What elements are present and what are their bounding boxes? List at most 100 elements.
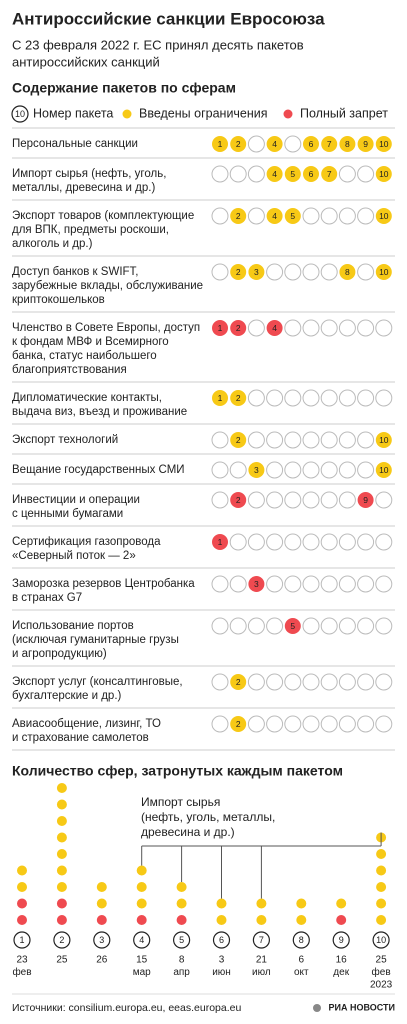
cell-number: 5: [290, 621, 295, 631]
restricted-dot: [56, 882, 67, 892]
empty-cell: [302, 673, 320, 691]
package-date: 21: [256, 955, 268, 966]
package-date: июн: [212, 967, 231, 978]
empty-cell: [266, 461, 284, 479]
package-date: 2023: [370, 980, 393, 991]
row-label: зарубежные вклады, обслуживание: [12, 280, 203, 292]
cell-number: 2: [236, 435, 241, 445]
empty-cell: [284, 263, 302, 281]
restricted-cell: [375, 432, 392, 448]
legend-banned-dot: [283, 109, 293, 119]
restricted-dot: [256, 898, 267, 909]
cell-number: 4: [272, 139, 277, 149]
restricted-cell: [321, 166, 338, 182]
banned-dot: [56, 915, 67, 925]
cell-number: 2: [236, 393, 241, 403]
annotation: древесина и др.): [141, 825, 235, 839]
banned-dot: [17, 915, 27, 925]
package-date: мар: [133, 967, 151, 978]
restricted-cell: [230, 264, 247, 280]
restricted-cell: [212, 136, 228, 152]
empty-cell: [302, 461, 320, 479]
restricted-cell: [230, 674, 247, 690]
source: Источники: consilium.europa.eu, eeas.eur…: [12, 1002, 241, 1014]
row-label: для ВПК, предметы роскоши,: [12, 224, 169, 236]
restricted-dot: [56, 816, 67, 826]
cell-number: 9: [363, 139, 368, 149]
empty-cell: [338, 617, 356, 635]
package-number: 10: [376, 935, 386, 945]
section-heading: Содержание пакетов по сферам: [12, 80, 236, 96]
empty-cell: [357, 461, 375, 479]
empty-cell: [357, 533, 375, 551]
row-label: Экспорт технологий: [12, 434, 118, 446]
empty-cell: [284, 533, 302, 551]
empty-cell: [320, 715, 338, 733]
package-circle: [53, 931, 71, 949]
restricted-dot: [296, 898, 307, 909]
empty-cell: [211, 491, 229, 509]
restricted-cell: [321, 136, 338, 152]
empty-cell: [247, 431, 265, 449]
empty-cell: [375, 319, 393, 337]
empty-cell: [357, 263, 375, 281]
empty-cell: [320, 491, 338, 509]
row-label: Дипломатические контакты,: [12, 392, 162, 404]
banned-cell: [212, 320, 228, 336]
restricted-cell: [303, 166, 319, 182]
row-label: и страхование самолетов: [12, 732, 149, 744]
empty-cell: [284, 319, 302, 337]
cell-number: 3: [254, 267, 259, 277]
row-label: Персональные санкции: [12, 138, 138, 150]
empty-cell: [284, 491, 302, 509]
restricted-cell: [230, 716, 247, 732]
legend-package-sample: 10: [15, 109, 25, 119]
cell-number: 10: [379, 169, 389, 179]
empty-cell: [320, 207, 338, 225]
package-date: дек: [333, 967, 349, 978]
package-date: 16: [336, 955, 348, 966]
cell-number: 2: [236, 677, 241, 687]
restricted-cell: [303, 136, 319, 152]
restricted-cell: [266, 166, 283, 182]
restricted-dot: [176, 898, 187, 909]
package-number: 3: [99, 935, 104, 945]
empty-cell: [357, 431, 375, 449]
empty-cell: [375, 533, 393, 551]
package-circle: [212, 931, 231, 949]
empty-cell: [302, 617, 320, 635]
package-circle: [173, 931, 191, 949]
package-number: 4: [139, 935, 144, 945]
restricted-dot: [17, 865, 27, 876]
empty-cell: [357, 673, 375, 691]
empty-cell: [338, 575, 356, 593]
restricted-dot: [17, 882, 27, 892]
cell-number: 7: [327, 139, 332, 149]
empty-cell: [302, 491, 320, 509]
package-number: 2: [59, 935, 64, 945]
empty-cell: [247, 319, 265, 337]
empty-cell: [320, 319, 338, 337]
restricted-dot: [376, 915, 387, 925]
cell-number: 2: [236, 267, 241, 277]
empty-cell: [266, 715, 284, 733]
restricted-dot: [96, 898, 107, 909]
package-date: 3: [219, 955, 225, 966]
empty-cell: [320, 389, 338, 407]
restricted-dot: [336, 898, 347, 909]
empty-cell: [247, 491, 265, 509]
package-number: 8: [299, 935, 304, 945]
cell-number: 7: [327, 169, 332, 179]
empty-cell: [302, 715, 320, 733]
row-label: Экспорт услуг (консалтинговые,: [12, 676, 183, 688]
legend-restricted-dot: [122, 109, 132, 119]
empty-cell: [266, 491, 284, 509]
empty-cell: [284, 673, 302, 691]
cell-number: 1: [218, 323, 223, 333]
empty-cell: [211, 461, 229, 479]
row-label: Авиасообщение, лизинг, ТО: [12, 718, 161, 730]
package-number: 5: [179, 935, 184, 945]
restricted-cell: [266, 136, 283, 152]
restricted-dot: [296, 915, 307, 925]
